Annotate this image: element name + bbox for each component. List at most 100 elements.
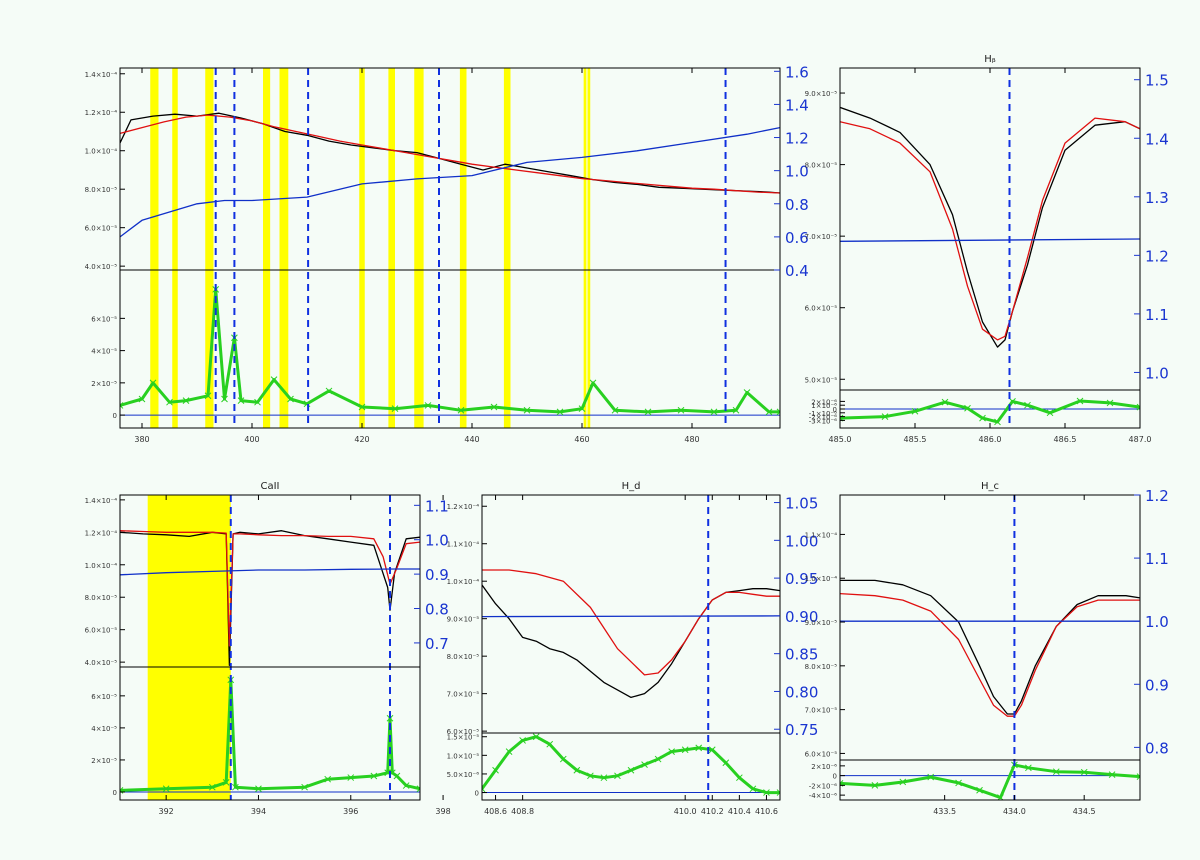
plot-area [840, 579, 1140, 800]
bottom-frame [119, 666, 421, 801]
residual-point [505, 748, 513, 755]
right-y-tick-label: 1.5 [1145, 72, 1169, 90]
residual-point [641, 761, 648, 768]
series-residual [482, 735, 780, 795]
residual-point [627, 766, 635, 774]
right-y-tick-label: 1.1 [1145, 550, 1169, 568]
y-tick-label: 1.2×10⁻⁴ [85, 529, 118, 537]
right-y-tick-label: 0.90 [785, 608, 818, 626]
residual-y-tick-label: 0 [833, 773, 837, 781]
plot-area [482, 569, 780, 796]
residual-y-tick-label: 5.0×10⁻⁶ [447, 771, 480, 779]
x-tick-label: 486.0 [979, 435, 1002, 444]
mask-band [587, 68, 591, 428]
residual-y-tick-label: 0 [833, 406, 837, 414]
right-y-tick-label: 1.1 [425, 497, 449, 515]
right-y-tick-label: 0.95 [785, 570, 818, 588]
top-frame [839, 67, 1141, 391]
residual-y-tick-label: 2×10⁻⁶ [811, 763, 837, 771]
bottom-frame [481, 732, 781, 801]
residual-point [166, 398, 173, 406]
residual-point [573, 766, 581, 774]
residual-point [765, 408, 773, 416]
right-y-tick-label: 1.0 [425, 532, 449, 550]
x-tick-label: 440 [464, 435, 479, 444]
panel-title: H_d [622, 481, 641, 492]
residual-point [270, 376, 278, 383]
y-tick-label: 4.0×10⁻⁵ [85, 263, 118, 271]
right-y-tick-label: 0.75 [785, 721, 818, 739]
residual-point [911, 407, 919, 415]
residual-point [644, 408, 652, 416]
right-y-tick-label: 0.9 [1145, 676, 1169, 694]
y-tick-label: 6.0×10⁻⁵ [447, 728, 480, 736]
mask-band [150, 68, 159, 428]
residual-y-tick-label: -4×10⁻⁶ [809, 792, 837, 800]
panel-title: Hᵦ [984, 54, 996, 65]
residual-point [1108, 771, 1116, 778]
residual-point [763, 789, 770, 796]
right-y-tick-label: 1.6 [785, 63, 809, 81]
residual-point [979, 414, 986, 422]
residual-point [1046, 409, 1054, 417]
x-tick-label: 410.6 [755, 807, 778, 816]
mask-band [263, 68, 271, 428]
residual-point [393, 772, 401, 780]
panel-caii: 392 394 396 398 4.0×10⁻⁵ 6.0×10⁻⁵ 8.0×10⁻⁵ 1.0×… [85, 481, 451, 816]
x-tick-label: 380 [134, 435, 149, 444]
x-tick-label: 486.5 [1054, 435, 1077, 444]
residual-point [237, 397, 245, 404]
residual-point [1025, 764, 1032, 772]
residual-point [710, 408, 718, 416]
residual-point [301, 783, 308, 791]
y-tick-label: 1.2×10⁻⁴ [85, 109, 118, 117]
x-tick-label: 487.0 [1129, 435, 1152, 444]
right-y-tick-label: 1.4 [785, 96, 809, 114]
residual-point [492, 766, 499, 774]
right-y-tick-label: 1.4 [1145, 130, 1169, 148]
residual-y-tick-label: -3×10⁻⁶ [809, 417, 837, 425]
residual-point [776, 789, 780, 796]
series-residual [840, 399, 1140, 424]
right-y-tick-label: 0.80 [785, 683, 818, 701]
right-y-tick-label: 1.1 [1145, 306, 1169, 324]
residual-point [232, 783, 239, 791]
y-tick-label: 1.0×10⁻⁴ [85, 148, 118, 156]
y-tick-label: 9.0×10⁻⁵ [805, 619, 838, 627]
right-y-tick-label: 1.0 [785, 163, 809, 181]
residual-point [941, 398, 949, 406]
residual-point [391, 405, 399, 413]
residual-y-tick-label: 4×10⁻⁵ [91, 725, 117, 733]
residual-y-tick-label: 2×10⁻⁵ [91, 380, 117, 388]
residual-point [578, 405, 586, 413]
residual-point [182, 397, 190, 404]
panel-title: CaII [260, 481, 279, 492]
y-tick-label: 4.0×10⁻⁵ [85, 659, 118, 667]
residual-point [358, 403, 366, 411]
top-frame [119, 67, 781, 271]
residual-point [559, 755, 567, 763]
x-tick-label: 394 [251, 807, 266, 816]
series-observed [840, 106, 1140, 348]
right-y-tick-label: 0.8 [1145, 739, 1169, 757]
residual-point [120, 402, 124, 409]
right-y-tick-label: 1.0 [1145, 364, 1169, 382]
y-tick-label: 6.0×10⁻⁵ [85, 627, 118, 635]
right-y-tick-label: 0.85 [785, 646, 818, 664]
residual-point [1076, 397, 1084, 405]
residual-y-tick-label: 4×10⁻⁵ [91, 348, 117, 356]
mask-band [172, 68, 178, 428]
residual-point [1009, 398, 1016, 405]
panel-hgamma: 433.5 434.0 434.5 6.0×10⁻⁵ 7.0×10⁻⁵ 8.0×10⁻⁵ 9… [805, 481, 1169, 816]
residual-point [325, 387, 333, 395]
residual-point [976, 786, 983, 794]
mask-band [279, 68, 289, 428]
residual-point [519, 737, 526, 744]
residual-point [1136, 403, 1140, 411]
residual-point [587, 772, 594, 780]
series-observed [482, 584, 780, 699]
x-tick-label: 434.0 [1003, 807, 1026, 816]
residual-point [1136, 773, 1140, 780]
y-tick-label: 1.4×10⁻⁴ [85, 71, 118, 79]
mask-band [583, 68, 587, 428]
